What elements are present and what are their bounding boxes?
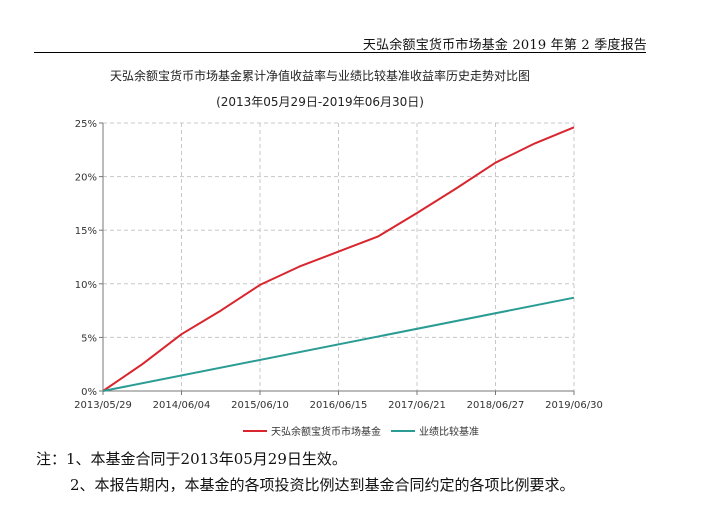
- chart-axes: 0% 5% 10% 15% 20% 25% 2013/05/29 2014/06/04 2015…: [74, 119, 603, 411]
- legend-label-1: 业绩比较基准: [419, 425, 479, 438]
- x-tick-label: 2016/06/15: [310, 400, 368, 411]
- chart-series: [102, 126, 575, 392]
- chart-grid: [103, 122, 575, 391]
- x-tick-label: 2017/06/21: [388, 400, 446, 411]
- note-line-1: 注：1、本基金合同于2013年05月29日生效。: [36, 450, 347, 468]
- y-tick-label: 15%: [75, 226, 97, 237]
- y-tick-label: 10%: [75, 280, 97, 291]
- y-tick-label: 20%: [75, 173, 97, 184]
- x-tick-label: 2019/06/30: [545, 400, 603, 411]
- legend-label-0: 天弘余额宝货币市场基金: [271, 425, 381, 438]
- series-line-0: [102, 126, 575, 392]
- chart-subtitle: (2013年05月29日-2019年06月30日): [216, 95, 424, 109]
- chart-title: 天弘余额宝货币市场基金累计净值收益率与业绩比较基准收益率历史走势对比图: [110, 68, 530, 83]
- header-divider: [34, 52, 646, 53]
- chart-legend: 天弘余额宝货币市场基金 业绩比较基准: [243, 425, 479, 438]
- x-tick-label: 2014/06/04: [153, 400, 211, 411]
- performance-chart: 天弘余额宝货币市场基金累计净值收益率与业绩比较基准收益率历史走势对比图 (201…: [60, 64, 660, 444]
- series-line-1: [102, 296, 575, 392]
- x-tick-label: 2013/05/29: [74, 400, 132, 411]
- report-header-title: 天弘余额宝货币市场基金 2019 年第 2 季度报告: [362, 38, 647, 53]
- chart-svg: 天弘余额宝货币市场基金累计净值收益率与业绩比较基准收益率历史走势对比图 (201…: [74, 68, 603, 438]
- y-tick-label: 0%: [81, 387, 97, 398]
- x-tick-label: 2018/06/27: [467, 400, 525, 411]
- y-tick-label: 25%: [75, 119, 97, 130]
- note-line-2: 2、本报告期内，本基金的各项投资比例达到基金合同约定的各项比例要求。: [70, 476, 575, 494]
- y-tick-label: 5%: [81, 333, 97, 344]
- x-tick-label: 2015/06/10: [231, 400, 289, 411]
